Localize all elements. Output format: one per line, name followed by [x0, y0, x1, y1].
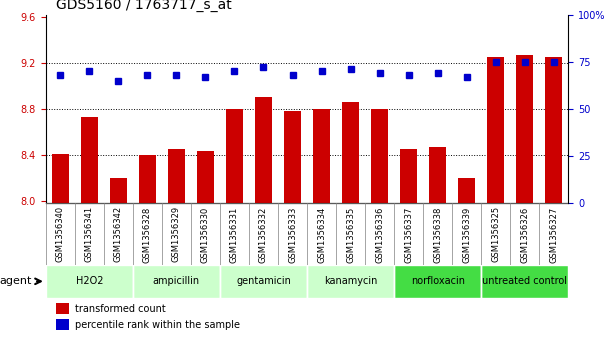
Bar: [197, 151, 214, 203]
Text: GSM1356333: GSM1356333: [288, 206, 297, 263]
Bar: [284, 111, 301, 203]
Text: GSM1356339: GSM1356339: [462, 206, 471, 262]
Text: GSM1356342: GSM1356342: [114, 206, 123, 262]
FancyBboxPatch shape: [220, 265, 307, 298]
FancyBboxPatch shape: [46, 265, 133, 298]
Bar: [56, 319, 69, 330]
Text: GSM1356335: GSM1356335: [346, 206, 355, 262]
FancyBboxPatch shape: [394, 265, 481, 298]
Text: norfloxacin: norfloxacin: [411, 276, 464, 286]
Bar: [371, 109, 389, 203]
Bar: [487, 57, 504, 203]
Text: transformed count: transformed count: [75, 303, 166, 314]
Text: GSM1356329: GSM1356329: [172, 206, 181, 262]
Bar: [139, 155, 156, 203]
Text: GSM1356338: GSM1356338: [433, 206, 442, 263]
Text: H2O2: H2O2: [76, 276, 103, 286]
Text: GSM1356332: GSM1356332: [259, 206, 268, 262]
Bar: [226, 109, 243, 203]
Text: GSM1356337: GSM1356337: [404, 206, 413, 263]
Text: GSM1356328: GSM1356328: [143, 206, 152, 262]
Text: GSM1356326: GSM1356326: [520, 206, 529, 262]
Bar: [545, 57, 562, 203]
Bar: [255, 97, 273, 203]
Text: gentamicin: gentamicin: [236, 276, 291, 286]
Bar: [342, 102, 359, 203]
Bar: [81, 117, 98, 203]
FancyBboxPatch shape: [307, 265, 394, 298]
Bar: [429, 147, 446, 203]
FancyBboxPatch shape: [481, 265, 568, 298]
Text: GSM1356331: GSM1356331: [230, 206, 239, 262]
Bar: [110, 178, 127, 203]
Text: ampicillin: ampicillin: [153, 276, 200, 286]
Text: agent: agent: [0, 276, 31, 286]
Text: untreated control: untreated control: [482, 276, 567, 286]
Bar: [458, 178, 475, 203]
FancyBboxPatch shape: [133, 265, 220, 298]
Bar: [313, 109, 330, 203]
Bar: [167, 149, 185, 203]
Bar: [516, 55, 533, 203]
Text: kanamycin: kanamycin: [324, 276, 377, 286]
Text: percentile rank within the sample: percentile rank within the sample: [75, 320, 240, 330]
Bar: [51, 154, 69, 203]
Bar: [56, 303, 69, 314]
Text: GSM1356336: GSM1356336: [375, 206, 384, 263]
Text: GSM1356334: GSM1356334: [317, 206, 326, 262]
Text: GSM1356341: GSM1356341: [85, 206, 94, 262]
Text: GSM1356340: GSM1356340: [56, 206, 65, 262]
Text: GSM1356330: GSM1356330: [201, 206, 210, 262]
Text: GSM1356327: GSM1356327: [549, 206, 558, 262]
Text: GSM1356325: GSM1356325: [491, 206, 500, 262]
Text: GDS5160 / 1763717_s_at: GDS5160 / 1763717_s_at: [56, 0, 232, 12]
Bar: [400, 149, 417, 203]
